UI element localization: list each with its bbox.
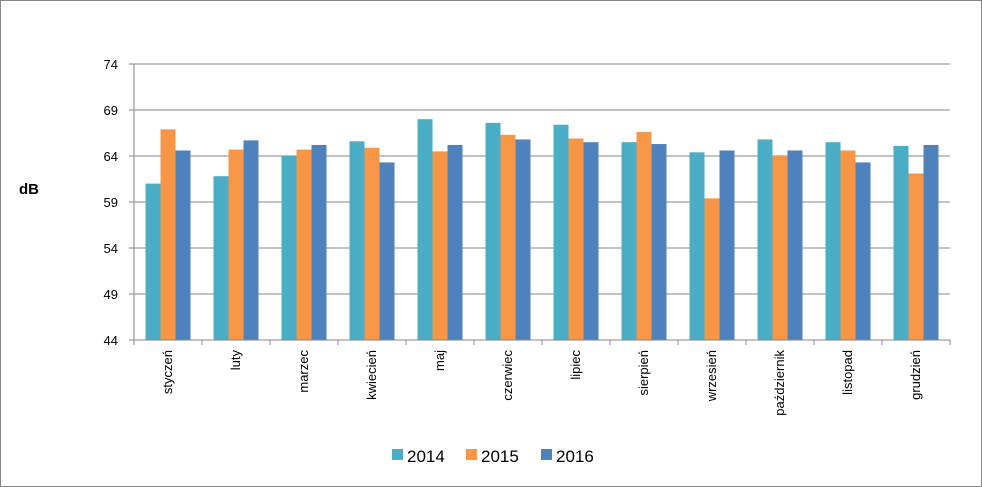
y-tick-label: 69 bbox=[104, 103, 118, 118]
y-tick-label: 64 bbox=[104, 149, 118, 164]
y-tick-label: 49 bbox=[104, 287, 118, 302]
legend-swatch-2015 bbox=[466, 449, 477, 460]
y-axis-label: dB bbox=[19, 181, 39, 198]
bar-2015-5 bbox=[500, 134, 516, 340]
legend-swatch-2016 bbox=[541, 449, 552, 460]
x-tick-label: maj bbox=[432, 350, 447, 371]
legend: 2014 2015 2016 bbox=[392, 447, 594, 466]
bar-2015-7 bbox=[636, 132, 652, 340]
x-tick-label: styczeń bbox=[160, 350, 175, 394]
x-tick-label: luty bbox=[228, 350, 243, 371]
bar-2016-3 bbox=[379, 162, 395, 340]
bar-2014-10 bbox=[825, 142, 841, 340]
legend-label-2015: 2015 bbox=[481, 447, 519, 466]
bar-2015-4 bbox=[432, 151, 448, 340]
legend-label-2014: 2014 bbox=[407, 447, 445, 466]
bar-2016-11 bbox=[923, 144, 939, 340]
bar-2014-5 bbox=[485, 122, 501, 340]
bar-2016-5 bbox=[515, 139, 531, 340]
y-tick-label: 59 bbox=[104, 195, 118, 210]
bar-2015-2 bbox=[296, 149, 312, 340]
bar-2015-0 bbox=[160, 129, 176, 340]
y-tick-label: 54 bbox=[104, 241, 118, 256]
bar-2016-8 bbox=[719, 150, 735, 340]
bar-2015-1 bbox=[228, 149, 244, 340]
bar-2016-4 bbox=[447, 144, 463, 340]
bar-2014-0 bbox=[145, 183, 161, 340]
bars bbox=[145, 119, 939, 340]
legend-swatch-2014 bbox=[392, 449, 403, 460]
x-tick-label: listopad bbox=[840, 350, 855, 395]
bar-2016-2 bbox=[311, 144, 327, 340]
bar-2014-1 bbox=[213, 176, 229, 340]
bar-2014-3 bbox=[349, 141, 365, 340]
bar-2015-3 bbox=[364, 147, 380, 340]
bar-2016-7 bbox=[651, 144, 667, 340]
bar-2015-8 bbox=[704, 198, 720, 340]
bar-2015-9 bbox=[772, 156, 788, 340]
gridlines bbox=[129, 63, 950, 341]
x-tick-label: sierpień bbox=[636, 350, 651, 396]
bar-2014-8 bbox=[689, 152, 705, 340]
bar-2016-10 bbox=[855, 162, 871, 340]
bar-2014-2 bbox=[281, 156, 297, 340]
bar-2016-1 bbox=[243, 140, 259, 340]
x-tick-label: lipiec bbox=[568, 350, 583, 380]
x-tick-labels: styczeń luty marzec kwiecień maj czerwiec lipi… bbox=[160, 350, 923, 416]
axes bbox=[133, 64, 951, 345]
bar-2016-9 bbox=[787, 150, 803, 340]
x-tick-label: październik bbox=[772, 350, 787, 416]
bar-2016-6 bbox=[583, 142, 599, 340]
bar-2015-10 bbox=[840, 150, 856, 340]
bar-2014-9 bbox=[757, 139, 773, 340]
bar-2014-11 bbox=[893, 145, 909, 340]
bar-2014-6 bbox=[553, 124, 569, 340]
legend-label-2016: 2016 bbox=[556, 447, 594, 466]
x-tick-label: marzec bbox=[296, 350, 311, 393]
bar-2014-7 bbox=[621, 142, 637, 340]
y-tick-label: 44 bbox=[104, 333, 118, 348]
bar-2015-6 bbox=[568, 138, 584, 340]
x-tick-label: czerwiec bbox=[500, 350, 515, 401]
x-tick-label: kwiecień bbox=[364, 350, 379, 400]
x-tick-label: grudzień bbox=[908, 350, 923, 400]
y-tick-label: 74 bbox=[104, 57, 118, 72]
bar-2015-11 bbox=[908, 173, 924, 340]
y-tick-labels: 44 49 54 59 64 69 74 bbox=[104, 57, 118, 348]
bar-2014-4 bbox=[417, 119, 433, 340]
x-tick-label: wrzesień bbox=[704, 350, 719, 402]
bar-2016-0 bbox=[175, 150, 191, 340]
